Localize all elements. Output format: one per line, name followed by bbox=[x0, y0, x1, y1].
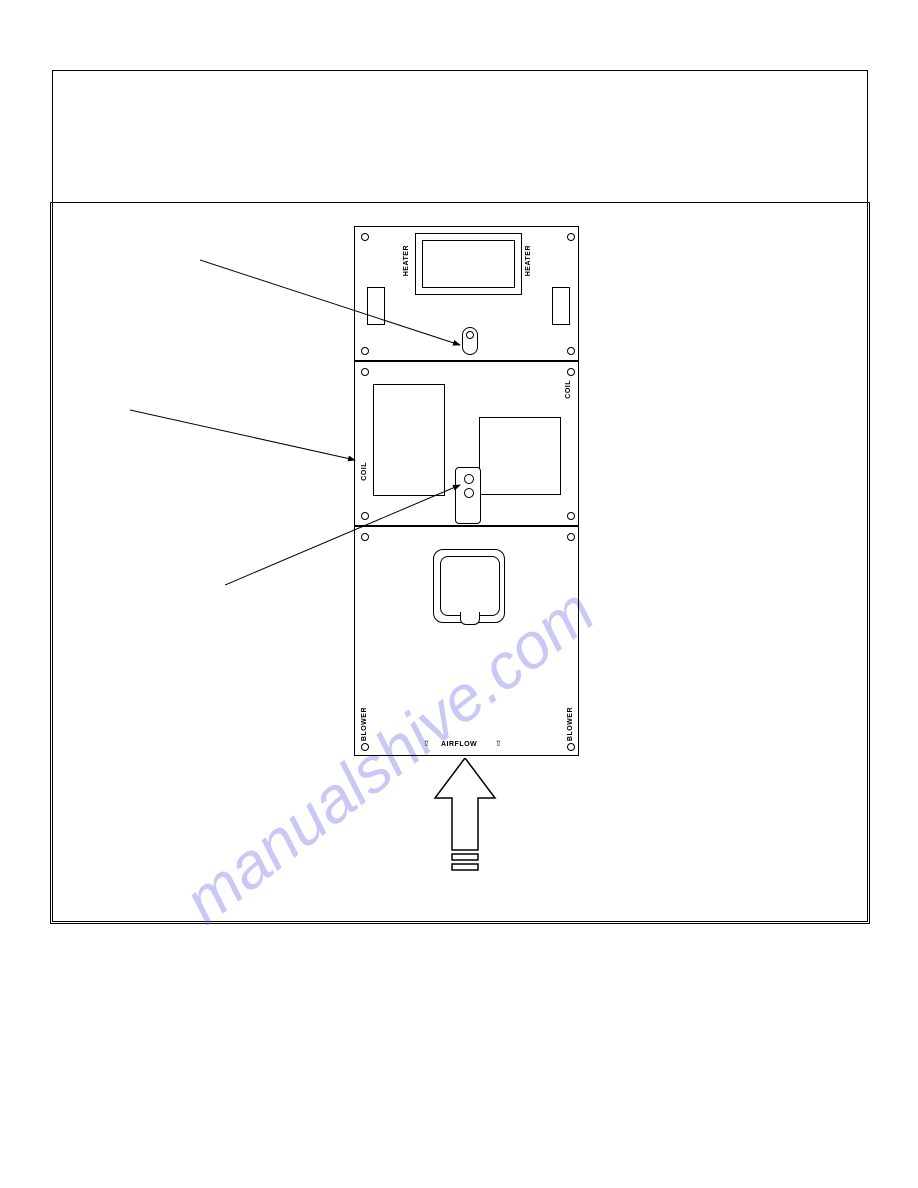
screw-icon bbox=[567, 233, 575, 241]
screw-icon bbox=[361, 233, 369, 241]
port-icon bbox=[464, 474, 474, 484]
airflow-label: AIRFLOW bbox=[441, 741, 477, 748]
ko-right bbox=[552, 287, 570, 325]
screw-icon bbox=[567, 512, 575, 520]
coil-label-right: COIL bbox=[565, 380, 572, 399]
screw-icon bbox=[567, 743, 575, 751]
blower-label-right: BLOWER bbox=[567, 707, 574, 741]
airflow-up-icon: ⇧ bbox=[495, 739, 502, 748]
coil-panel-right bbox=[479, 417, 561, 495]
screw-icon bbox=[567, 368, 575, 376]
heater-label-right: HEATER bbox=[525, 245, 532, 276]
intake-arrow-icon bbox=[430, 758, 500, 878]
screw-icon bbox=[361, 743, 369, 751]
port-icon bbox=[464, 488, 474, 498]
blower-handle bbox=[460, 612, 480, 625]
pointer-arrow-2 bbox=[130, 400, 370, 475]
screw-icon bbox=[567, 347, 575, 355]
pointer-arrow-1 bbox=[200, 250, 470, 360]
pointer-arrow-3 bbox=[225, 480, 465, 590]
screw-icon bbox=[567, 533, 575, 541]
airflow-up-icon: ⇧ bbox=[423, 739, 430, 748]
blower-label-left: BLOWER bbox=[361, 707, 368, 741]
screw-icon bbox=[361, 368, 369, 376]
